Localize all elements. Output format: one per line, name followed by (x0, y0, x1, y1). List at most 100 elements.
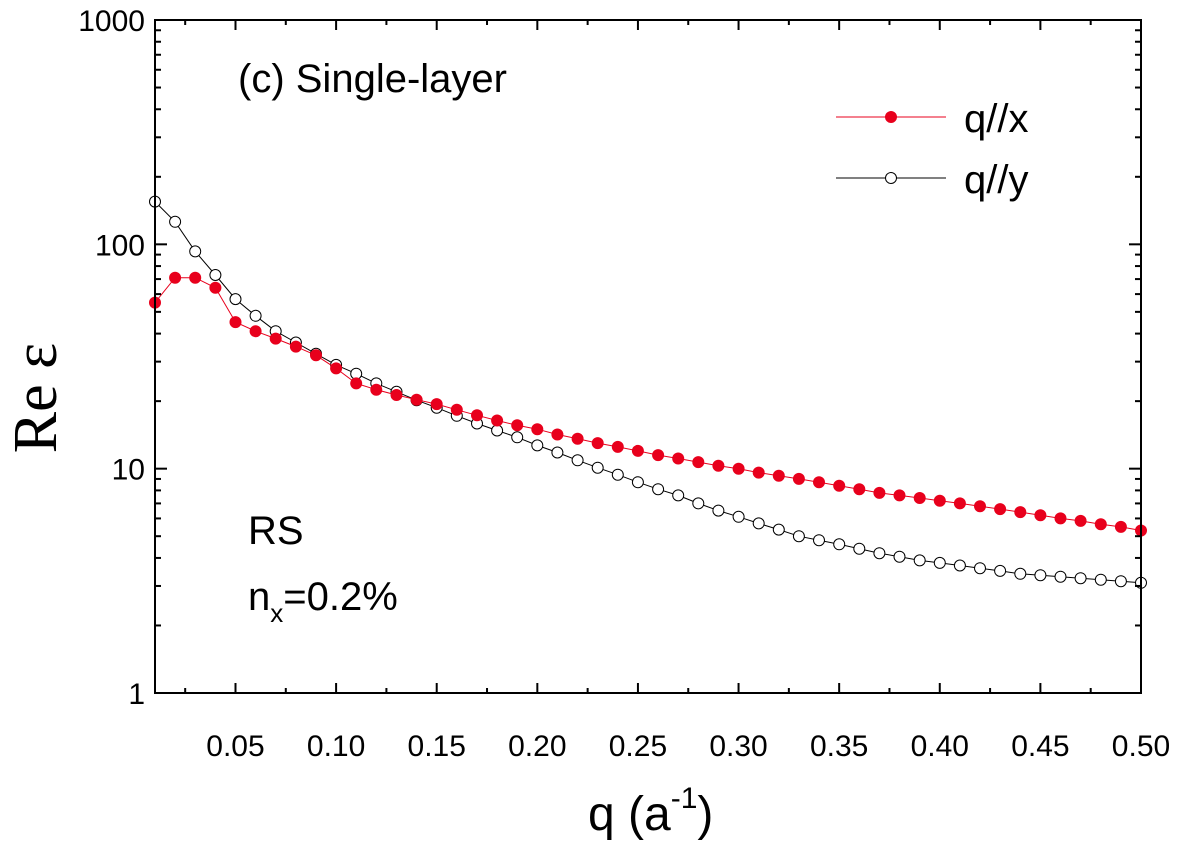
annotation-rs: RS (248, 509, 304, 553)
x-tick-label: 0.10 (307, 730, 365, 763)
data-point-q-y (631, 476, 644, 489)
plot-frame (154, 19, 1142, 694)
data-point-q-y (591, 461, 604, 474)
data-point-q-x (249, 325, 262, 338)
data-point-q-y (772, 523, 785, 536)
data-point-q-x (712, 459, 725, 472)
data-point-q-y (511, 431, 524, 444)
data-point-q-x (511, 419, 524, 432)
data-point-q-x (933, 494, 946, 507)
series-layer (149, 195, 1147, 589)
data-point-q-x (953, 497, 966, 510)
data-point-q-x (611, 440, 624, 453)
data-point-q-y (933, 556, 946, 569)
data-point-q-x (1074, 514, 1087, 527)
data-point-q-y (531, 439, 544, 452)
x-axis-label-end: ) (697, 788, 713, 841)
data-point-q-y (853, 542, 866, 555)
data-point-q-y (974, 562, 986, 575)
data-point-q-x (169, 271, 182, 284)
data-point-q-y (209, 269, 222, 281)
data-point-q-x (471, 409, 483, 422)
data-point-q-y (672, 489, 685, 502)
y-tick-label: 1000 (78, 5, 145, 38)
data-point-q-y (913, 554, 926, 567)
data-point-q-x (1034, 509, 1047, 522)
data-point-q-x (1114, 520, 1127, 533)
annotation-density: nx=0.2% (248, 575, 398, 628)
data-point-q-x (772, 469, 785, 482)
data-point-q-x (209, 281, 222, 294)
data-point-q-y (692, 497, 705, 510)
data-point-q-y (189, 245, 202, 258)
data-point-q-y (873, 547, 886, 560)
data-point-q-y (1094, 573, 1107, 586)
series-line-q-x (154, 277, 1142, 531)
data-point-q-y (813, 534, 825, 547)
data-point-q-x (631, 444, 644, 457)
data-point-q-x (531, 423, 544, 436)
legend-label-q-y: q//y (964, 158, 1028, 202)
x-axis-label: q (a-1) (588, 782, 713, 841)
legend-marker-q-y (885, 172, 897, 184)
data-point-q-y (833, 538, 846, 551)
data-point-q-x (450, 403, 463, 416)
data-point-q-x (732, 462, 745, 475)
data-point-q-y (752, 517, 765, 530)
data-point-q-x (229, 316, 242, 329)
data-point-q-y (712, 504, 725, 517)
y-tick-label: 1 (128, 678, 145, 711)
chart-title: (c) Single-layer (238, 57, 507, 101)
data-point-q-x (330, 362, 343, 375)
data-point-q-y (1074, 572, 1087, 585)
data-point-q-y (249, 309, 262, 322)
data-point-q-y (732, 510, 745, 523)
data-point-q-x (269, 332, 282, 345)
x-tick-label: 0.20 (508, 730, 566, 763)
x-tick-label: 0.15 (408, 730, 466, 763)
annotation-density-subscript: x (270, 598, 283, 628)
data-point-q-x (430, 398, 443, 411)
legend: q//x q//y (836, 97, 1028, 202)
data-point-q-x (1014, 506, 1027, 519)
data-point-q-x (833, 479, 846, 492)
data-point-q-y (229, 293, 242, 306)
data-point-q-y (1034, 569, 1047, 582)
y-tick-label: 100 (95, 229, 145, 262)
axes: 0.05 0.10 0.15 0.20 0.25 0.30 0.35 0.40 0.45 0.50… (78, 5, 1170, 763)
x-tick-label: 0.25 (609, 730, 667, 763)
data-point-q-x (370, 383, 383, 396)
x-tick-label: 0.30 (709, 730, 767, 763)
data-point-q-x (310, 349, 322, 362)
x-axis-label-superscript: -1 (671, 782, 698, 815)
data-point-q-y (994, 564, 1007, 577)
legend-marker-q-x (885, 111, 897, 123)
data-point-q-x (813, 476, 825, 489)
data-point-q-y (893, 550, 906, 563)
data-point-q-y (551, 446, 564, 459)
x-tick-label: 0.05 (206, 730, 264, 763)
y-axis-label: Re ε (2, 343, 70, 453)
x-tick-label: 0.45 (1011, 730, 1069, 763)
data-point-q-x (672, 452, 685, 465)
data-point-q-y (611, 468, 624, 481)
data-point-q-x (189, 271, 202, 284)
x-tick-label: 0.35 (810, 730, 868, 763)
y-tick-label: 10 (112, 454, 145, 487)
data-point-q-y (953, 559, 966, 572)
data-point-q-x (974, 500, 986, 513)
x-tick-label: 0.50 (1112, 730, 1170, 763)
data-point-q-x (792, 472, 805, 485)
data-point-q-x (350, 377, 363, 390)
x-axis-label-main: q (a (588, 788, 671, 841)
data-point-q-y (1114, 575, 1127, 588)
data-point-q-x (913, 492, 926, 504)
data-point-q-x (571, 432, 584, 445)
data-point-q-y (792, 530, 805, 543)
legend-label-q-x: q//x (964, 97, 1028, 141)
data-point-q-x (893, 489, 906, 502)
data-point-q-x (1094, 518, 1107, 531)
annotation-density-n: n (248, 575, 270, 619)
data-point-q-x (652, 449, 665, 462)
